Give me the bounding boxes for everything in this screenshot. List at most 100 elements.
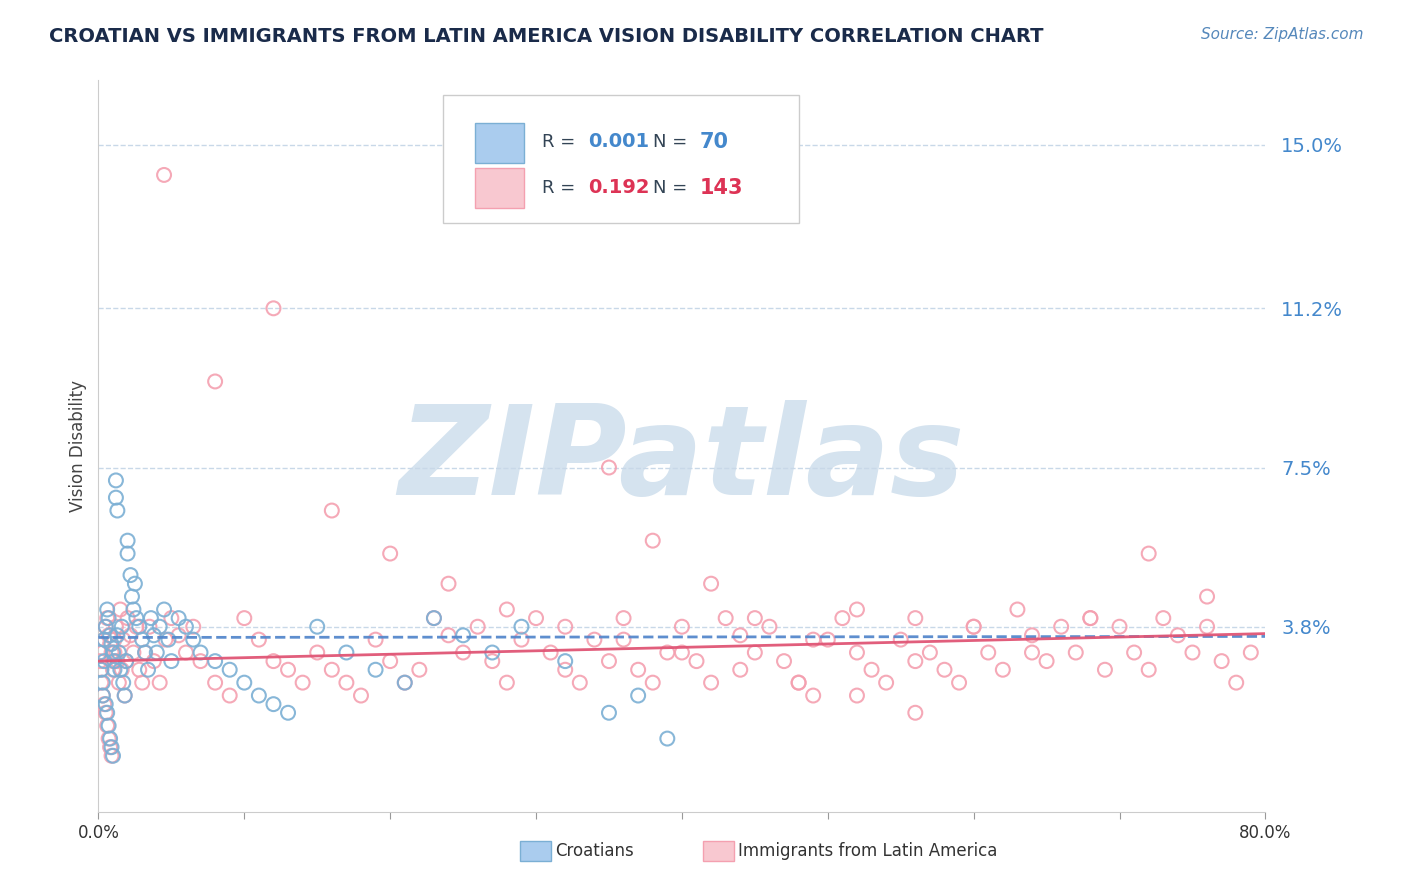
Text: ZIPatlas: ZIPatlas [399, 401, 965, 521]
Point [437, 576, 460, 591]
Text: 143: 143 [699, 178, 742, 198]
Point [98, 740, 121, 755]
Point [554, 620, 576, 634]
Point [91, 689, 114, 703]
Text: R =: R = [541, 133, 575, 151]
Point [91, 675, 114, 690]
Point [94, 620, 117, 634]
Point [890, 632, 912, 647]
Point [1080, 611, 1102, 625]
Point [875, 675, 897, 690]
Point [247, 689, 270, 703]
Point [101, 663, 124, 677]
Point [758, 620, 780, 634]
Point [97, 719, 120, 733]
Point [100, 637, 122, 651]
Point [96, 602, 118, 616]
Point [125, 611, 148, 625]
Point [423, 611, 446, 625]
Y-axis label: Vision Disability: Vision Disability [69, 380, 87, 512]
Point [730, 663, 752, 677]
Point [524, 611, 547, 625]
Point [510, 620, 533, 634]
Point [408, 663, 430, 677]
Point [112, 632, 135, 647]
Point [773, 654, 796, 668]
Point [437, 628, 460, 642]
Point [598, 706, 620, 720]
Point [1080, 611, 1102, 625]
Point [1108, 620, 1130, 634]
Point [467, 620, 489, 634]
Point [714, 611, 737, 625]
Point [110, 663, 132, 677]
Point [1021, 646, 1043, 660]
Point [104, 474, 127, 488]
Point [98, 628, 121, 642]
Point [496, 675, 519, 690]
Point [111, 663, 134, 677]
Point [138, 620, 160, 634]
Point [181, 620, 204, 634]
Text: 0.192: 0.192 [589, 178, 650, 197]
Point [787, 675, 810, 690]
Text: N =: N = [652, 178, 688, 197]
Point [801, 689, 824, 703]
Point [641, 533, 664, 548]
Point [114, 689, 136, 703]
Point [204, 654, 226, 668]
Point [120, 628, 142, 642]
Point [277, 663, 299, 677]
Point [142, 654, 165, 668]
Point [89, 654, 111, 668]
Point [787, 675, 810, 690]
Point [860, 663, 883, 677]
Point [1181, 646, 1204, 660]
Point [98, 731, 121, 746]
Point [1137, 547, 1160, 561]
Point [96, 611, 118, 625]
Point [1050, 620, 1073, 634]
Point [114, 689, 136, 703]
Point [962, 620, 984, 634]
Point [423, 611, 446, 625]
Point [115, 654, 138, 668]
Point [307, 646, 329, 660]
Point [103, 654, 125, 668]
Point [105, 628, 128, 642]
Point [103, 663, 125, 677]
Point [94, 697, 117, 711]
Point [108, 675, 131, 690]
Point [1007, 602, 1029, 616]
Point [90, 675, 112, 690]
Point [262, 654, 284, 668]
Point [153, 168, 176, 182]
Point [846, 602, 869, 616]
Point [101, 646, 124, 660]
Point [117, 533, 139, 548]
Point [190, 646, 212, 660]
Point [977, 646, 1000, 660]
Point [904, 654, 927, 668]
Point [451, 646, 474, 660]
FancyBboxPatch shape [475, 168, 524, 209]
Point [671, 646, 693, 660]
Point [1021, 628, 1043, 642]
Point [307, 620, 329, 634]
Point [657, 646, 679, 660]
Text: Immigrants from Latin America: Immigrants from Latin America [738, 842, 997, 860]
Point [730, 628, 752, 642]
Point [598, 460, 620, 475]
Point [97, 628, 120, 642]
Point [262, 301, 284, 316]
Point [1137, 663, 1160, 677]
Point [111, 620, 134, 634]
Point [380, 654, 402, 668]
Point [598, 654, 620, 668]
Point [1211, 654, 1233, 668]
Point [831, 611, 853, 625]
Point [146, 646, 169, 660]
Point [93, 697, 115, 711]
Point [94, 620, 117, 634]
Point [91, 689, 114, 703]
